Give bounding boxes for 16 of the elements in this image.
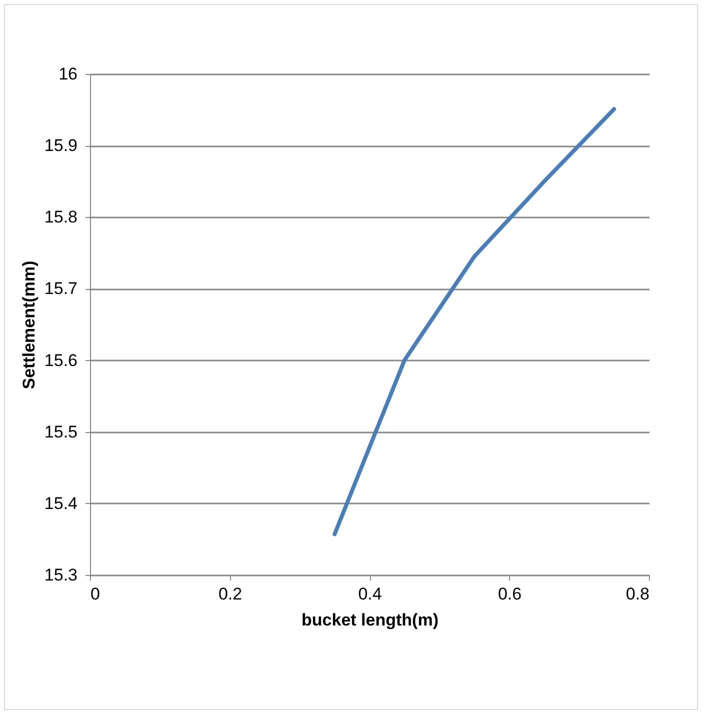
x-tick-label: 0 — [90, 584, 100, 604]
y-tick-label: 15.9 — [44, 136, 78, 156]
x-tick-label: 0.4 — [358, 584, 382, 604]
x-tick-label: 0.6 — [498, 584, 522, 604]
y-axis-title: Settlement(mm) — [19, 260, 38, 390]
y-tick-label: 15.3 — [44, 566, 78, 584]
y-tick-label: 15.4 — [44, 494, 78, 513]
y-tick-label: 15.8 — [44, 208, 78, 227]
x-axis-title: bucket length(m) — [302, 610, 438, 630]
x-tick-label: 0.2 — [218, 584, 242, 604]
line-series — [332, 107, 616, 536]
y-tick-label: 15.5 — [44, 422, 78, 442]
y-tick-label: 16 — [58, 64, 78, 84]
y-tick-label: 15.7 — [44, 279, 78, 298]
y-tick-label: 15.6 — [44, 350, 78, 370]
x-tick-label: 0.8 — [626, 584, 650, 604]
